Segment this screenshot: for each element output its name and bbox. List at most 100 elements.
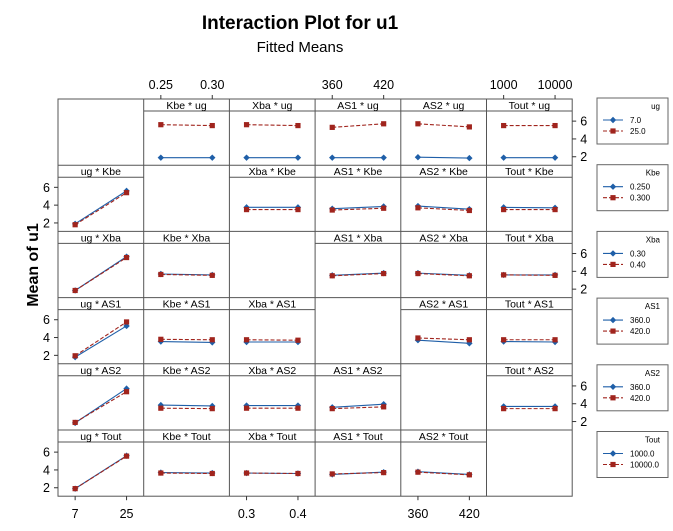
legend-entry: 25.0 xyxy=(630,127,646,136)
series-line xyxy=(246,124,298,127)
data-point xyxy=(72,222,78,228)
panel: AS2 * ug xyxy=(400,100,487,162)
series-line xyxy=(160,273,213,276)
series-line xyxy=(417,471,470,476)
legend-swatch-marker xyxy=(610,328,616,334)
panel-label: ug * Kbe xyxy=(81,166,121,178)
legend-entry: 360.0 xyxy=(630,316,651,325)
panel: ug * Kbe xyxy=(58,166,144,228)
x-tick-label: 360 xyxy=(408,507,429,521)
panel-label: Kbe * Xba xyxy=(163,232,210,244)
panel: AS2 * Kbe xyxy=(400,166,487,214)
panel: ug * AS1 xyxy=(58,299,144,361)
data-point xyxy=(158,470,164,476)
data-point xyxy=(381,205,387,211)
x-tick-label: 360 xyxy=(322,78,343,92)
panel-label: AS2 * Tout xyxy=(419,431,469,443)
series-line xyxy=(74,455,127,490)
data-point xyxy=(501,337,507,343)
data-point xyxy=(466,273,472,279)
data-point xyxy=(123,190,130,196)
series-line xyxy=(332,472,384,475)
data-point xyxy=(329,207,335,213)
legend-entry: 10000.0 xyxy=(630,461,659,470)
panel-label: Kbe * Tout xyxy=(162,431,210,443)
legend-box xyxy=(596,297,669,345)
panel-label: Xba * AS1 xyxy=(248,299,296,311)
data-point xyxy=(123,453,130,459)
y-tick-label: 6 xyxy=(43,446,50,460)
series-line xyxy=(160,404,213,407)
y-tick-label: 2 xyxy=(580,150,587,164)
data-point xyxy=(72,353,78,359)
series-line xyxy=(74,257,127,291)
legend-title: AS2 xyxy=(645,369,661,378)
y-tick-label: 6 xyxy=(580,379,587,393)
panel-label: AS1 * AS2 xyxy=(333,365,382,377)
legend-title: ug xyxy=(651,102,660,111)
data-point xyxy=(466,154,473,162)
y-axis-label: Mean of u1 xyxy=(25,223,42,307)
y-tick-label: 2 xyxy=(43,481,50,495)
panel: Tout * Xba xyxy=(486,232,573,279)
legend: AS1 360.0 420.0 xyxy=(596,297,669,345)
legend-entry: 360.0 xyxy=(630,383,651,392)
legend-swatch-marker xyxy=(610,461,616,468)
data-point xyxy=(72,486,78,492)
data-point xyxy=(415,121,421,127)
data-point xyxy=(157,401,165,409)
data-point xyxy=(243,337,250,343)
series-line xyxy=(332,403,384,408)
y-tick-label: 4 xyxy=(43,199,50,213)
legend-entry: 1000.0 xyxy=(630,450,655,459)
y-tick-label: 2 xyxy=(580,415,587,429)
legend-box xyxy=(596,97,669,145)
legend-title: Kbe xyxy=(646,169,661,178)
x-tick-label: 0.25 xyxy=(149,78,173,92)
data-point xyxy=(466,337,472,343)
data-point xyxy=(243,206,250,213)
panel-label: Tout * Kbe xyxy=(505,166,554,178)
data-point xyxy=(209,337,215,343)
data-point xyxy=(209,470,215,477)
legend: AS2 360.0 420.0 xyxy=(596,364,669,412)
data-point xyxy=(157,154,165,161)
panel: AS1 * Kbe xyxy=(315,166,401,213)
y-tick-label: 4 xyxy=(43,463,50,477)
y-tick-label: 2 xyxy=(43,349,50,363)
panel-label: AS1 * Tout xyxy=(333,431,383,443)
legend-entry: 0.30 xyxy=(630,249,646,258)
panel: AS2 * Xba xyxy=(400,232,487,279)
legend-entry: 0.300 xyxy=(630,194,651,203)
series-line xyxy=(417,339,470,344)
data-point xyxy=(123,389,130,395)
data-point xyxy=(209,406,215,412)
panel: ug * AS2 xyxy=(58,365,144,427)
panel: AS1 * Tout xyxy=(315,431,401,478)
series-line xyxy=(160,340,213,343)
legend-box xyxy=(596,431,669,478)
data-point xyxy=(243,154,250,161)
panel-label: Kbe * AS2 xyxy=(163,365,211,377)
x-tick-label: 25 xyxy=(120,507,134,521)
legend-swatch-marker xyxy=(610,128,616,134)
panel: Kbe * ug xyxy=(143,100,230,161)
data-point xyxy=(466,472,472,478)
panel-label: AS2 * AS1 xyxy=(419,299,468,311)
legend-box xyxy=(596,364,669,412)
y-tick-label: 2 xyxy=(43,216,50,230)
chart-subtitle: Fitted Means xyxy=(257,39,344,56)
data-point xyxy=(381,470,387,476)
panel: ug * Tout xyxy=(58,431,144,492)
data-point xyxy=(294,154,302,161)
panel-label: ug * AS2 xyxy=(80,365,121,377)
y-tick-label: 4 xyxy=(580,397,587,411)
series-line xyxy=(332,123,384,128)
series-line xyxy=(332,207,384,211)
series-line xyxy=(417,205,470,210)
panel-label: AS2 * ug xyxy=(423,100,465,112)
legend-swatch-marker xyxy=(610,395,616,401)
legend: Tout 1000.0 10000.0 xyxy=(596,431,669,478)
panel: Kbe * Xba xyxy=(143,232,230,279)
